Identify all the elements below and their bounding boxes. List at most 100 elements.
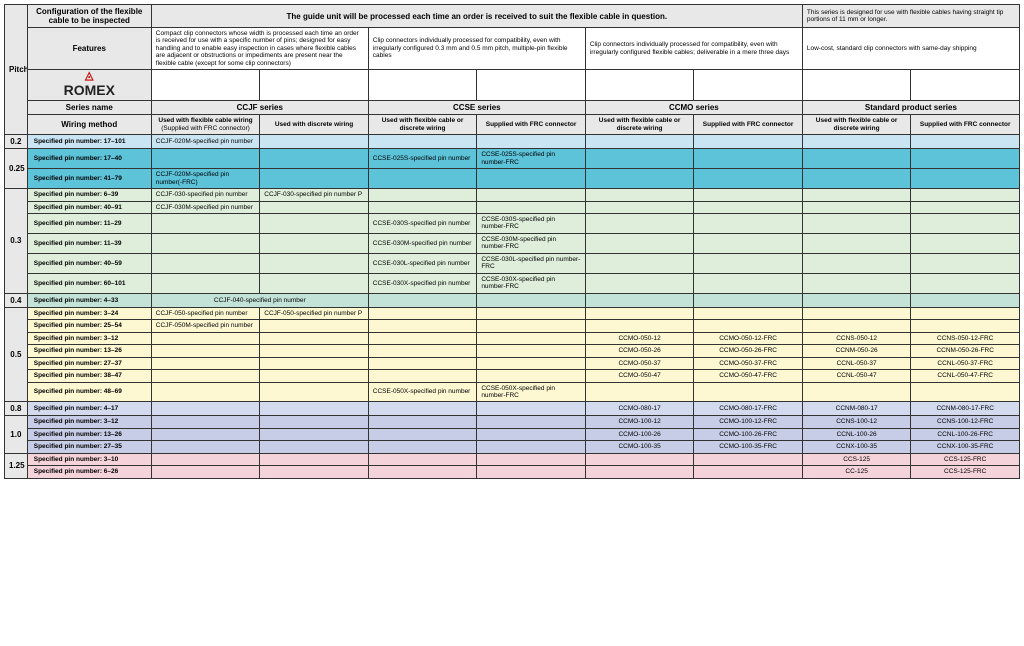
table-row: Specified pin number: 13–26CCMO-100-26CC… [5,428,1020,440]
table-row: 0.5Specified pin number: 3–24CCJF-050-sp… [5,307,1020,319]
data-cell [911,135,1020,149]
data-cell [151,357,260,369]
data-cell [477,345,586,357]
data-cell [694,466,803,478]
data-cell [802,382,911,402]
data-cell: CCNX-100-35 [802,441,911,453]
data-cell [477,332,586,344]
data-cell [368,370,477,382]
data-cell [260,332,369,344]
data-cell [368,466,477,478]
table-row: 0.3Specified pin number: 6–39CCJF-030-sp… [5,189,1020,201]
data-cell [151,253,260,273]
data-cell [368,453,477,465]
wiring-std-frc: Supplied with FRC connector [911,115,1020,135]
data-cell [151,466,260,478]
data-cell: CCNM-080-17 [802,402,911,416]
wiring-ccmo-frc: Supplied with FRC connector [694,115,803,135]
pitch-cell: 1.25 [5,453,28,478]
data-cell [151,441,260,453]
data-cell [368,201,477,213]
data-cell [585,213,694,233]
data-cell: CCSE-025S-specified pin number-FRC [477,149,586,169]
data-cell: CC-125 [802,466,911,478]
pitch-cell: 0.4 [5,293,28,307]
data-cell [585,293,694,307]
pitch-cell: 0.8 [5,402,28,416]
data-cell [477,307,586,319]
logo-text: ROMEX [64,82,115,98]
table-row: 0.8Specified pin number: 4–17CCMO-080-17… [5,402,1020,416]
data-cell: CCSE-050X-specified pin number-FRC [477,382,586,402]
data-cell [694,320,803,332]
feature-ccjf: Compact clip connectors whose width is p… [151,28,368,70]
spec-cell: Specified pin number: 11–29 [27,213,151,233]
data-cell [151,273,260,293]
spec-cell: Specified pin number: 27–37 [27,357,151,369]
table-row: Specified pin number: 38–47CCMO-050-47CC… [5,370,1020,382]
table-row: 0.4Specified pin number: 4–33CCJF-040-sp… [5,293,1020,307]
data-cell [802,169,911,189]
data-cell: CCMO-050-12 [585,332,694,344]
table-row: Specified pin number: 48–69CCSE-050X-spe… [5,382,1020,402]
spec-cell: Specified pin number: 60–101 [27,273,151,293]
wiring-label: Wiring method [27,115,151,135]
data-cell [911,149,1020,169]
data-cell: CCNL-100-26-FRC [911,428,1020,440]
table-row: Specified pin number: 11–39 CCSE-030M-spe… [5,233,1020,253]
data-cell [151,345,260,357]
data-cell [260,169,369,189]
data-cell [802,273,911,293]
data-cell [477,293,586,307]
data-cell [260,402,369,416]
data-cell [260,416,369,428]
data-cell: CCSE-030M-specified pin number [368,233,477,253]
data-cell: CCMO-100-12-FRC [694,416,803,428]
data-cell: CCMO-080-17 [585,402,694,416]
wiring-ccse-flex: Used with flexible cable or discrete wir… [368,115,477,135]
spec-cell: Specified pin number: 40–91 [27,201,151,213]
data-cell: CCMO-100-12 [585,416,694,428]
data-cell [802,213,911,233]
data-cell: CCMO-050-26 [585,345,694,357]
data-cell: CCMO-050-37 [585,357,694,369]
data-cell [151,332,260,344]
data-cell [260,441,369,453]
feature-ccse: Clip connectors individually processed f… [368,28,585,70]
data-cell: CCNL-050-47 [802,370,911,382]
data-cell [802,201,911,213]
series-ccse: CCSE series [368,101,585,115]
data-cell [151,233,260,253]
data-cell [368,320,477,332]
data-cell [585,273,694,293]
data-cell: CCSE-030X-specified pin number-FRC [477,273,586,293]
data-cell [802,233,911,253]
data-cell [368,293,477,307]
table-row: Specified pin number: 11–29CCSE-030S-spe… [5,213,1020,233]
table-row: Specified pin number: 60–101 CCSE-030X-sp… [5,273,1020,293]
series-ccjf: CCJF series [151,101,368,115]
data-cell: CCSE-025S-specified pin number [368,149,477,169]
data-cell [694,233,803,253]
data-cell [477,370,586,382]
data-cell [694,293,803,307]
spec-cell: Specified pin number: 11–39 [27,233,151,253]
data-cell: CCNM-050-26-FRC [911,345,1020,357]
data-cell [151,370,260,382]
data-cell [260,273,369,293]
data-cell [694,253,803,273]
table-row: Specified pin number: 40–59CCSE-030L-spe… [5,253,1020,273]
data-cell [802,293,911,307]
spec-cell: Specified pin number: 41–79 [27,169,151,189]
pitch-cell: 0.3 [5,189,28,294]
wiring-ccjf-flex: Used with flexible cable wiring (Supplie… [151,115,260,135]
table-row: Specified pin number: 40–91CCJF-030M-spe… [5,201,1020,213]
data-cell: CCNL-050-37 [802,357,911,369]
data-cell [260,370,369,382]
data-cell: CCMO-100-35-FRC [694,441,803,453]
data-cell [260,253,369,273]
data-cell [368,428,477,440]
spec-cell: Specified pin number: 6–39 [27,189,151,201]
data-cell: CCNL-050-37-FRC [911,357,1020,369]
data-cell [477,320,586,332]
